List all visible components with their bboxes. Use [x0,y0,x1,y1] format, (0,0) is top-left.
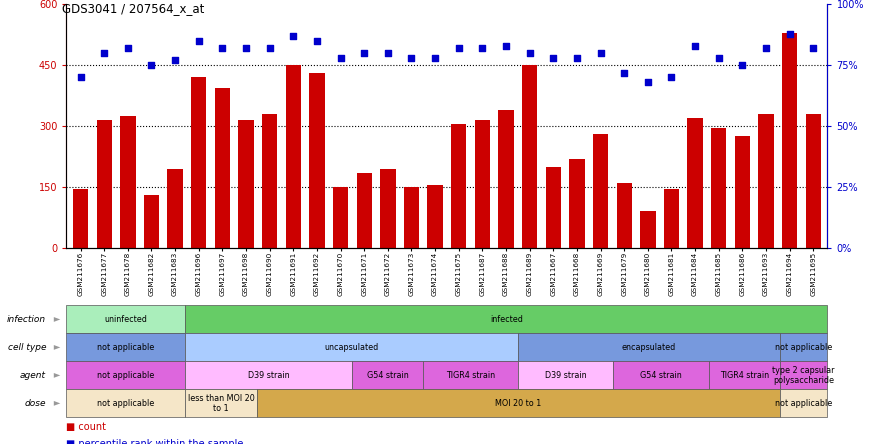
Bar [782,33,797,248]
Point [499,42,513,49]
Text: type 2 capsular
polysaccharide: type 2 capsular polysaccharide [773,366,835,385]
Point [428,55,442,62]
Bar [735,136,750,248]
Point [570,55,584,62]
Text: cell type: cell type [7,343,46,352]
Point [712,55,726,62]
Bar [805,114,821,248]
Text: not applicable: not applicable [97,343,155,352]
Text: D39 strain: D39 strain [248,371,289,380]
Bar [96,120,112,248]
Point [263,45,277,52]
Bar [262,114,277,248]
Point [546,55,560,62]
Bar [238,120,254,248]
Bar [664,189,679,248]
Bar [120,116,135,248]
Text: G54 strain: G54 strain [640,371,681,380]
Point [239,45,253,52]
Bar [569,159,585,248]
Bar [357,173,372,248]
Text: MOI 20 to 1: MOI 20 to 1 [495,399,542,408]
Text: uninfected: uninfected [104,315,147,324]
Point [451,45,466,52]
Point [641,79,655,86]
Point [522,50,536,57]
Text: GDS3041 / 207564_x_at: GDS3041 / 207564_x_at [62,2,204,15]
Bar [167,169,183,248]
Point [144,62,158,69]
Point [806,45,820,52]
Text: ■ percentile rank within the sample: ■ percentile rank within the sample [66,439,243,444]
Bar [593,134,608,248]
Text: not applicable: not applicable [775,399,832,408]
Text: D39 strain: D39 strain [545,371,587,380]
Point [782,30,796,37]
Bar [758,114,773,248]
Point [617,69,631,76]
Text: agent: agent [20,371,46,380]
Text: TIGR4 strain: TIGR4 strain [446,371,496,380]
Point [665,74,679,81]
Point [215,45,229,52]
Bar [309,73,325,248]
Bar [522,65,537,248]
Text: infected: infected [490,315,523,324]
Point [97,50,112,57]
Bar [711,128,727,248]
Point [168,57,182,64]
Point [404,55,419,62]
Point [688,42,702,49]
Text: infection: infection [7,315,46,324]
Text: encapsulated: encapsulated [622,343,676,352]
Text: less than MOI 20
to 1: less than MOI 20 to 1 [188,394,254,413]
Bar [498,110,513,248]
Bar [191,77,206,248]
Text: not applicable: not applicable [775,343,832,352]
Bar [215,87,230,248]
Point [735,62,750,69]
Point [334,55,348,62]
Bar [286,65,301,248]
Bar [546,166,561,248]
Point [759,45,773,52]
Text: TIGR4 strain: TIGR4 strain [720,371,769,380]
Point [381,50,395,57]
Text: not applicable: not applicable [97,399,155,408]
Point [594,50,608,57]
Bar [617,183,632,248]
Point [73,74,88,81]
Point [192,37,206,44]
Point [310,37,324,44]
Text: ■ count: ■ count [66,422,106,432]
Bar [381,169,396,248]
Bar [143,195,159,248]
Bar [474,120,490,248]
Text: G54 strain: G54 strain [366,371,408,380]
Point [475,45,489,52]
Text: not applicable: not applicable [97,371,155,380]
Text: dose: dose [25,399,46,408]
Bar [333,187,348,248]
Bar [688,118,703,248]
Point [286,32,300,40]
Bar [427,185,442,248]
Bar [404,187,419,248]
Bar [451,124,466,248]
Bar [73,189,89,248]
Bar [640,211,656,248]
Point [358,50,372,57]
Point [120,45,135,52]
Text: uncapsulated: uncapsulated [325,343,379,352]
